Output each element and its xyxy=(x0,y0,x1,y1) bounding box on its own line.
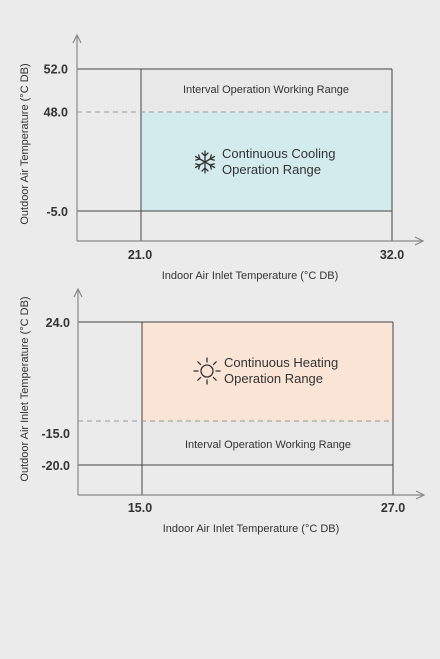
heating-interval-band xyxy=(142,421,393,465)
cooling-continuous-label-line2: Operation Range xyxy=(222,162,321,177)
cooling-y-tick: -5.0 xyxy=(46,205,68,219)
heating-continuous-band xyxy=(142,322,393,421)
snowflake-icon xyxy=(194,150,216,174)
heating-y-arrow xyxy=(73,287,83,298)
cooling-x-axis-label: Indoor Air Inlet Temperature (°C DB) xyxy=(162,270,339,282)
cooling-continuous-label-line1: Continuous Cooling xyxy=(222,146,335,161)
cooling-interval-label: Interval Operation Working Range xyxy=(183,84,349,96)
cooling-chart-svg: 52.0 48.0 -5.0 21.0 32.0 Indoor Air Inle… xyxy=(19,33,425,282)
heating-chart-svg: 24.0 -15.0 -20.0 15.0 27.0 Indoor Air In… xyxy=(19,287,426,535)
cooling-x-arrow xyxy=(414,236,425,246)
heating-continuous-label-line1: Continuous Heating xyxy=(224,355,338,370)
cooling-continuous-band xyxy=(141,112,392,211)
heating-x-tick: 15.0 xyxy=(128,501,152,515)
cooling-x-tick: 21.0 xyxy=(128,248,152,262)
heating-x-tick: 27.0 xyxy=(381,501,405,515)
heating-x-arrow xyxy=(415,490,426,500)
heating-continuous-label-line2: Operation Range xyxy=(224,371,323,386)
heating-interval-label: Interval Operation Working Range xyxy=(185,439,351,451)
heating-y-axis-label: Outdoor Air Inlet Temperature (°C DB) xyxy=(19,296,31,481)
cooling-range-chart: 52.0 48.0 -5.0 21.0 32.0 Indoor Air Inle… xyxy=(0,0,440,290)
cooling-y-arrow xyxy=(72,33,82,44)
cooling-y-tick: 48.0 xyxy=(44,106,68,120)
heating-y-tick: -20.0 xyxy=(42,459,71,473)
sun-icon xyxy=(193,357,221,385)
heating-range-chart: 24.0 -15.0 -20.0 15.0 27.0 Indoor Air In… xyxy=(0,287,440,547)
heating-x-axis-label: Indoor Air Inlet Temperature (°C DB) xyxy=(163,523,340,535)
cooling-y-tick: 52.0 xyxy=(44,63,68,77)
heating-y-tick: 24.0 xyxy=(46,316,70,330)
heating-y-tick: -15.0 xyxy=(42,427,71,441)
cooling-y-axis-label: Outdoor Air Temperature (°C DB) xyxy=(19,63,31,224)
cooling-x-tick: 32.0 xyxy=(380,248,404,262)
cooling-interval-band xyxy=(141,69,392,112)
